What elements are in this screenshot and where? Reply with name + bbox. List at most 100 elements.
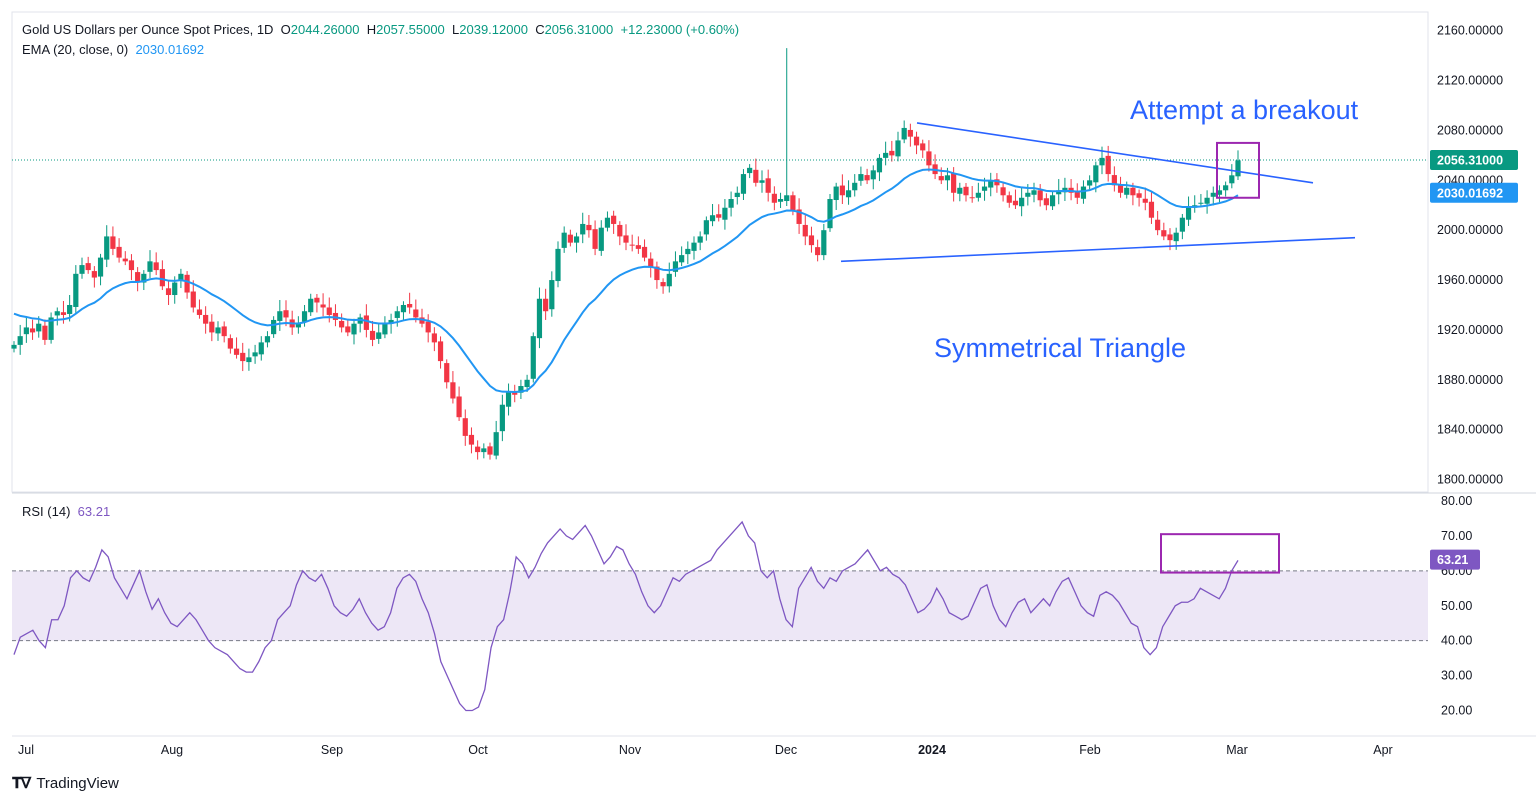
ema-price-badge <box>1430 182 1518 203</box>
candle-body <box>635 245 641 249</box>
candle-body <box>722 207 728 220</box>
candle-body <box>889 150 895 156</box>
candle-body <box>314 297 320 303</box>
candle-body <box>703 220 709 235</box>
candle-body <box>1111 175 1117 186</box>
candle-body <box>141 273 147 283</box>
candle-body <box>147 261 153 272</box>
candle-body <box>858 174 864 181</box>
candle-body <box>468 434 475 445</box>
candle-body <box>926 151 932 166</box>
candle-body <box>437 341 444 362</box>
time-tick-label: Jul <box>18 743 34 757</box>
candle-body <box>1235 160 1241 177</box>
candle-body <box>771 193 777 203</box>
candle-body <box>339 320 345 328</box>
candle-body <box>73 273 79 307</box>
candle-body <box>1049 195 1056 207</box>
candle-body <box>104 236 110 260</box>
candle-body <box>1223 185 1229 191</box>
candle-body <box>1142 198 1148 203</box>
rsi-badge-text: 63.21 <box>1437 553 1468 567</box>
rsi-tick-label: 30.00 <box>1441 669 1472 683</box>
candle-body <box>1037 190 1043 201</box>
candle-body <box>487 446 493 455</box>
candle-body <box>938 176 944 181</box>
rsi-highlight-box <box>1160 533 1280 574</box>
candle-body <box>604 217 611 228</box>
candle-body <box>1185 207 1192 220</box>
candle-body <box>128 260 135 271</box>
candle-body <box>827 199 833 229</box>
candle-body <box>1124 187 1130 195</box>
candle-body <box>1148 201 1155 218</box>
candle-body <box>629 244 635 246</box>
ema-price-badge-text: 2030.01692 <box>1437 186 1503 200</box>
candle-body <box>988 180 994 188</box>
candle-body <box>592 229 598 249</box>
ema-label: EMA (20, close, 0) <box>22 42 129 57</box>
current-price-badge-text: 2056.31000 <box>1437 153 1503 167</box>
candle-body <box>821 230 827 256</box>
candle-body <box>388 319 394 324</box>
candle-body <box>190 291 196 308</box>
candle-body <box>907 129 913 137</box>
rsi-label: RSI (14) <box>22 504 71 519</box>
candle-body <box>969 197 975 199</box>
candle-body <box>747 167 753 174</box>
candle-body <box>981 186 988 191</box>
candle-body <box>444 363 450 383</box>
candle-body <box>648 258 654 268</box>
ema-value: 2030.01692 <box>135 42 205 57</box>
candle-body <box>209 321 215 333</box>
candle-body <box>1229 175 1235 184</box>
rsi-tick-label: 80.00 <box>1441 494 1472 508</box>
candle-body <box>363 315 369 330</box>
candle-body <box>215 327 221 334</box>
candle-body <box>1130 187 1136 196</box>
time-tick-label: Nov <box>619 743 642 757</box>
rsi-tick-label: 50.00 <box>1441 599 1472 613</box>
price-tick-label: 1840.00000 <box>1437 423 1503 437</box>
candle-body <box>833 186 839 201</box>
candle-body <box>203 314 209 324</box>
candle-body <box>1080 186 1087 199</box>
candle-body <box>326 307 332 315</box>
candle-body <box>808 235 815 246</box>
candle-body <box>1198 202 1204 204</box>
candle-body <box>1087 180 1093 186</box>
candle-body <box>178 273 184 281</box>
price-tick-label: 1920.00000 <box>1437 323 1503 337</box>
candle-body <box>320 304 326 308</box>
price-tick-label: 2160.00000 <box>1437 24 1503 38</box>
candle-body <box>1167 234 1173 241</box>
candle-body <box>1093 165 1099 183</box>
candle-body <box>425 321 431 333</box>
candle-body <box>666 273 672 287</box>
candle-body <box>641 246 648 258</box>
time-tick-label: Apr <box>1373 743 1392 757</box>
candle-body <box>110 236 116 249</box>
candle-body <box>567 234 573 243</box>
candle-body <box>623 235 629 243</box>
candle-body <box>135 272 141 283</box>
candle-body <box>1006 195 1012 203</box>
candle-body <box>802 224 808 237</box>
candle-body <box>617 224 623 237</box>
candle-body <box>277 311 283 321</box>
price-tick-label: 1880.00000 <box>1437 373 1503 387</box>
candle-body <box>691 242 697 251</box>
rsi-legend: RSI (14) 63.21 <box>22 504 110 519</box>
price-legend: Gold US Dollars per Ounce Spot Prices, 1… <box>22 22 739 37</box>
candle-body <box>839 185 845 196</box>
candle-body <box>611 215 617 224</box>
time-tick-label: Aug <box>161 743 183 757</box>
candle-body <box>864 175 870 181</box>
candle-body <box>394 311 400 318</box>
candle-body <box>196 309 203 315</box>
price-tick-label: 2000.00000 <box>1437 223 1503 237</box>
candle-body <box>512 392 518 395</box>
rsi-tick-label: 20.00 <box>1441 704 1472 718</box>
tradingview-brand[interactable]: 𝐓∇ TradingView <box>12 775 119 792</box>
